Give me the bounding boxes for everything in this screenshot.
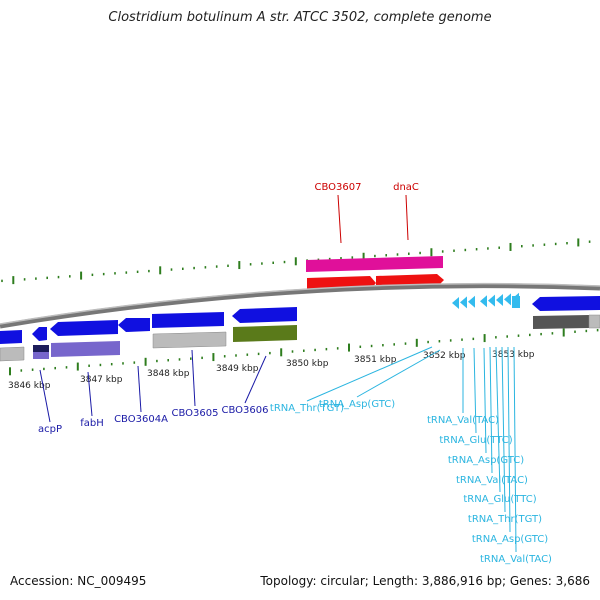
leader-cbo3606 — [244, 355, 267, 404]
trna-label[interactable]: tRNA_Val(TAC) — [456, 475, 528, 486]
leader-trna — [513, 346, 517, 553]
leader-trna — [306, 346, 433, 402]
cds-cbo3606[interactable] — [232, 307, 297, 323]
trna-label[interactable]: tRNA_Glu(TTC) — [463, 494, 536, 505]
scale-label: 3853 kbp — [492, 350, 535, 360]
leader-trna — [489, 346, 493, 474]
gene-acpp-lower[interactable] — [33, 352, 49, 359]
trna-arrow[interactable] — [488, 294, 495, 307]
leader-trna — [501, 346, 506, 513]
feature-labels: CBO3607 dnaC acpP fabH CBO3604A CBO3605 CBO360… — [38, 182, 552, 565]
leader-trna — [483, 347, 487, 454]
gene-acpp[interactable] — [33, 345, 49, 352]
gene-cbo3607-magenta[interactable] — [306, 256, 443, 272]
leader-cbo3607 — [337, 194, 342, 244]
cds-right-edge[interactable] — [532, 296, 600, 311]
gene-right-dark[interactable] — [533, 315, 589, 329]
trna-label[interactable]: tRNA_Asp(GTC) — [319, 399, 395, 410]
gene-cbo3606[interactable] — [233, 325, 297, 342]
trna-arrow[interactable] — [504, 293, 511, 306]
accession-label: Accession: NC_009495 — [10, 574, 147, 588]
leader-cbo3604a — [137, 365, 142, 413]
trna-arrow[interactable] — [468, 295, 475, 308]
scale-label: 3846 kbp — [8, 381, 51, 391]
genome-backbone — [0, 283, 600, 329]
gene-label-cbo3605[interactable]: CBO3605 — [172, 408, 219, 419]
scale-label: 3847 kbp — [80, 375, 123, 385]
leader-fabh — [87, 371, 93, 417]
trna-label[interactable]: tRNA_Thr(TGT) — [468, 514, 542, 525]
gene-left-edge[interactable] — [0, 346, 25, 362]
leader-trna — [507, 346, 511, 533]
leader-trna — [473, 347, 477, 434]
gene-right-gray[interactable] — [588, 314, 600, 329]
cds-cbo3604a[interactable] — [118, 318, 150, 332]
trna-arrow[interactable] — [460, 296, 467, 309]
leader-dnac — [405, 194, 409, 241]
gene-cbo3605[interactable] — [152, 331, 227, 349]
cds-left-edge[interactable] — [0, 330, 22, 344]
gene-label-cbo3607[interactable]: CBO3607 — [315, 182, 362, 193]
gene-label-acpp[interactable]: acpP — [38, 424, 62, 435]
genome-backbone-highlight — [0, 282, 600, 325]
scale-label: 3851 kbp — [354, 355, 397, 365]
gene-label-cbo3606[interactable]: CBO3606 — [222, 405, 269, 416]
trna-arrow-cluster — [452, 292, 520, 309]
scale-label: 3852 kbp — [423, 351, 466, 361]
leader-cbo3605 — [191, 349, 196, 407]
trna-arrow[interactable] — [480, 295, 487, 308]
leader-lines — [39, 194, 517, 553]
trna-arrow[interactable] — [496, 294, 503, 306]
trna-arrow[interactable] — [452, 297, 459, 309]
lower-gene-row — [0, 314, 600, 362]
genome-summary: Topology: circular; Length: 3,886,916 bp… — [260, 574, 590, 588]
leader-trna — [495, 346, 501, 493]
trna-label[interactable]: tRNA_Asp(GTC) — [448, 455, 524, 466]
trna-label[interactable]: tRNA_Asp(GTC) — [472, 534, 548, 545]
cds-fabh[interactable] — [50, 320, 118, 336]
scale-labels: 3846 kbp 3847 kbp 3848 kbp 3849 kbp 3850 kbp… — [8, 350, 535, 391]
gene-label-fabh[interactable]: fabH — [80, 418, 104, 429]
upper-tick-row — [1, 238, 591, 285]
leader-trna — [356, 349, 441, 398]
gene-label-dnac[interactable]: dnaC — [393, 182, 419, 193]
gene-fabh[interactable] — [51, 341, 120, 357]
trna-label[interactable]: tRNA_Val(TAC) — [427, 415, 499, 426]
trna-label[interactable]: tRNA_Thr(TGT) — [270, 403, 344, 414]
scale-label: 3849 kbp — [216, 364, 259, 374]
trna-label[interactable]: tRNA_Glu(TTC) — [439, 435, 512, 446]
gene-label-cbo3604a[interactable]: CBO3604A — [114, 414, 168, 425]
cds-cbo3605[interactable] — [152, 312, 224, 328]
map-title: Clostridium botulinum A str. ATCC 3502, … — [108, 10, 492, 25]
scale-label: 3850 kbp — [286, 359, 329, 369]
cds-acpp[interactable] — [32, 327, 47, 341]
scale-label: 3848 kbp — [147, 369, 190, 379]
leader-acpp — [39, 369, 51, 423]
lower-cds-row — [0, 296, 600, 344]
trna-arrow-tail[interactable] — [512, 296, 520, 308]
trna-label[interactable]: tRNA_Val(TAC) — [480, 554, 552, 565]
lower-tick-row — [9, 328, 599, 376]
